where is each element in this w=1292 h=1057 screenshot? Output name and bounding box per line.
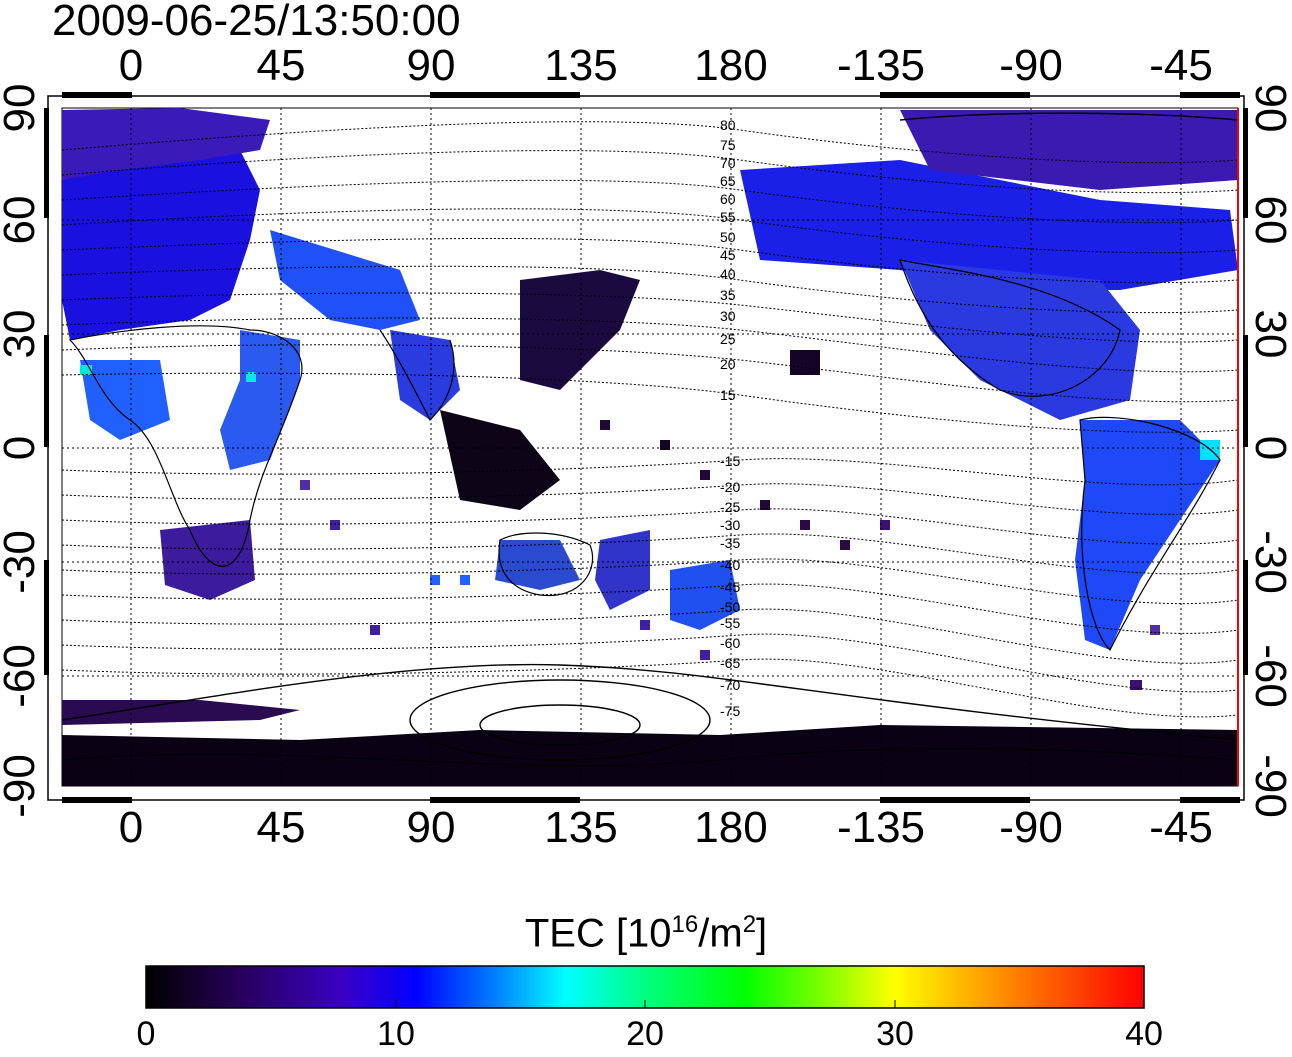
contour-label-south: -50 bbox=[720, 599, 740, 615]
colorbar-tick-label: 10 bbox=[377, 1015, 415, 1053]
contour-label-south: -45 bbox=[720, 579, 740, 595]
lat-tick-right: -30 bbox=[1246, 530, 1292, 594]
coastlines bbox=[62, 259, 1238, 767]
tec-region-south-africa bbox=[160, 520, 255, 600]
tec-region-australia-east bbox=[595, 530, 650, 610]
lon-tick-top: 90 bbox=[406, 41, 456, 90]
lat-tick-right: 30 bbox=[1246, 309, 1292, 359]
lat-tick-right: 60 bbox=[1246, 195, 1292, 245]
contour-labels: 80 75 70 65 60 55 50 45 40 35 30 25 20 15 -15 -20 -25 -30… bbox=[720, 117, 740, 719]
contour-label-south: -30 bbox=[720, 517, 740, 533]
graticule bbox=[62, 108, 1238, 786]
contour-label-south: -35 bbox=[720, 535, 740, 551]
map-frame bbox=[47, 95, 1245, 801]
lon-tick-bottom: 135 bbox=[544, 803, 618, 852]
contour-label-north: 55 bbox=[720, 209, 736, 225]
contour-label-north: 35 bbox=[720, 287, 736, 303]
colorbar-tick-label: 40 bbox=[1125, 1015, 1163, 1053]
lat-tick-right: 90 bbox=[1246, 83, 1292, 133]
contour-label-south: -40 bbox=[720, 557, 740, 573]
tec-region-usa bbox=[900, 260, 1140, 420]
tec-region-alaska-canada bbox=[740, 160, 1238, 290]
tec-region-north-africa bbox=[80, 360, 170, 440]
frame-tick-bars bbox=[44, 92, 1248, 803]
lon-tick-top: -135 bbox=[836, 41, 926, 90]
contour-label-north: 30 bbox=[720, 308, 736, 324]
contour-label-north: 15 bbox=[720, 387, 736, 403]
colorbar-title: TEC [1016/m2] bbox=[524, 911, 768, 956]
map-timestamp-title: 2009-06-25/13:50:00 bbox=[52, 0, 461, 45]
lat-tick-left: 60 bbox=[0, 195, 44, 245]
contour-label-north: 65 bbox=[720, 173, 736, 189]
contour-label-north: 70 bbox=[720, 155, 736, 171]
tec-region-east-africa bbox=[220, 330, 300, 470]
lat-tick-right: -60 bbox=[1246, 644, 1292, 708]
contour-label-south: -15 bbox=[720, 453, 740, 469]
lat-tick-left: 0 bbox=[0, 388, 44, 508]
tec-region-indonesia bbox=[440, 410, 560, 510]
lon-tick-bottom: 90 bbox=[406, 803, 456, 852]
lon-tick-top: -45 bbox=[1149, 41, 1213, 90]
lon-tick-bottom: -90 bbox=[999, 803, 1063, 852]
contour-label-south: -20 bbox=[720, 479, 740, 495]
tec-region-australia bbox=[495, 540, 580, 590]
lon-tick-top: 45 bbox=[256, 41, 306, 90]
contour-label-south: -75 bbox=[720, 703, 740, 719]
tec-region-south-america bbox=[1075, 420, 1220, 650]
lon-tick-top: -90 bbox=[999, 41, 1063, 90]
lat-tick-left: -30 bbox=[0, 530, 44, 594]
lon-tick-bottom: -45 bbox=[1149, 803, 1213, 852]
contour-ovals bbox=[62, 112, 1238, 761]
lat-tick-left: -90 bbox=[0, 754, 44, 818]
contour-label-north: 25 bbox=[720, 331, 736, 347]
contour-label-south: -60 bbox=[720, 635, 740, 651]
colorbar-tick-label: 20 bbox=[626, 1015, 664, 1053]
contour-label-south: -70 bbox=[720, 677, 740, 693]
tec-region-subantarctic bbox=[62, 700, 300, 725]
contour-label-north: 80 bbox=[720, 117, 736, 133]
lat-tick-left: 30 bbox=[0, 309, 44, 359]
contour-label-north: 20 bbox=[720, 356, 736, 372]
contour-label-south: -25 bbox=[720, 499, 740, 515]
tec-scatter-points bbox=[80, 350, 1220, 690]
tec-region-china bbox=[520, 270, 640, 390]
colorbar-tick-label: 0 bbox=[136, 1015, 156, 1053]
contour-label-north: 40 bbox=[720, 266, 736, 282]
lon-tick-top: 135 bbox=[544, 41, 618, 90]
contour-label-north: 45 bbox=[720, 247, 736, 263]
tec-region-north-europe bbox=[62, 108, 270, 180]
tec-data-overlay bbox=[62, 108, 1238, 786]
contour-label-north: 75 bbox=[720, 137, 736, 153]
lon-tick-bottom: 0 bbox=[118, 803, 144, 852]
colorbar-ticks bbox=[395, 1000, 896, 1008]
tec-region-antarctica bbox=[62, 725, 1238, 786]
contour-lines bbox=[62, 121, 1238, 718]
contour-label-north: 50 bbox=[720, 229, 736, 245]
tec-region-middle-east bbox=[270, 230, 420, 330]
tec-region-india bbox=[390, 330, 460, 420]
colorbar-tick-label: 30 bbox=[876, 1015, 914, 1053]
contour-label-north: 60 bbox=[720, 191, 736, 207]
lon-tick-bottom: 180 bbox=[694, 803, 768, 852]
contour-label-south: -55 bbox=[720, 615, 740, 631]
tec-region-europe bbox=[62, 140, 260, 340]
lat-tick-right: -90 bbox=[1246, 754, 1292, 818]
contour-label-south: -65 bbox=[720, 655, 740, 671]
lat-tick-left: -60 bbox=[0, 644, 44, 708]
lon-tick-top: 180 bbox=[694, 41, 768, 90]
tec-region-arctic bbox=[900, 110, 1238, 190]
lon-tick-bottom: -135 bbox=[836, 803, 926, 852]
lon-tick-bottom: 45 bbox=[256, 803, 306, 852]
tec-region-new-zealand bbox=[670, 560, 740, 630]
lon-tick-top: 0 bbox=[118, 41, 144, 90]
lat-tick-left: 90 bbox=[0, 83, 44, 133]
lat-tick-right: 0 bbox=[1246, 435, 1292, 461]
